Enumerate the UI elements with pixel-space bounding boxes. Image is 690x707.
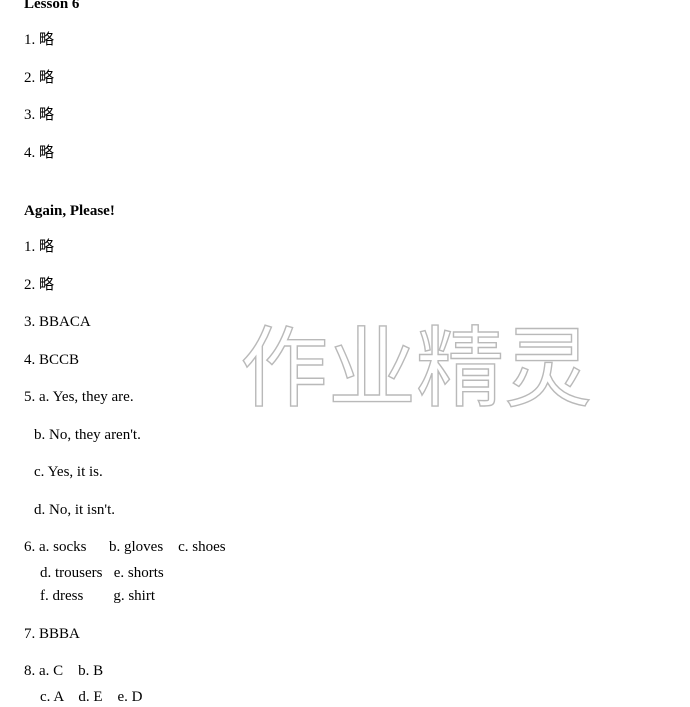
again-q6a: 6. a. socks b. gloves c. shoes [24, 538, 666, 558]
again-q2: 2. 略 [24, 276, 666, 296]
again-q4: 4. BCCB [24, 351, 666, 371]
lesson6-item-3: 3. 略 [24, 106, 666, 126]
section-title-lesson6: Lesson 6 [24, 0, 666, 13]
lesson6-item-4: 4. 略 [24, 144, 666, 164]
again-q8b: c. A d. E e. D [40, 688, 666, 707]
again-q5c: c. Yes, it is. [34, 463, 666, 483]
document-body: Lesson 6 1. 略 2. 略 3. 略 4. 略 Again, Plea… [0, 0, 690, 707]
lesson6-item-2: 2. 略 [24, 69, 666, 89]
again-q6b: d. trousers e. shorts [40, 564, 666, 584]
again-q5a: 5. a. Yes, they are. [24, 388, 666, 408]
again-q5b: b. No, they aren't. [34, 426, 666, 446]
again-q8a: 8. a. C b. B [24, 662, 666, 682]
lesson6-item-1: 1. 略 [24, 31, 666, 51]
section-title-again: Again, Please! [24, 203, 666, 220]
again-q7: 7. BBBA [24, 625, 666, 645]
again-q1: 1. 略 [24, 238, 666, 258]
again-q3: 3. BBACA [24, 313, 666, 333]
again-q5d: d. No, it isn't. [34, 501, 666, 521]
again-q6c: f. dress g. shirt [40, 587, 666, 607]
